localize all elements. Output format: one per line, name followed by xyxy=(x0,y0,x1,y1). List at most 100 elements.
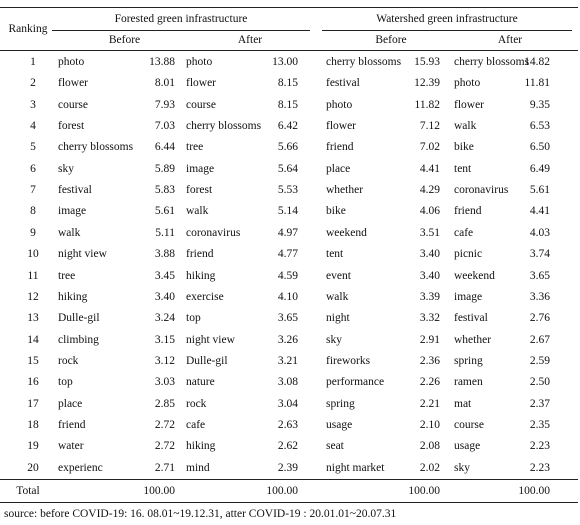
frequency: 4.10 xyxy=(277,290,298,303)
keyword: picnic xyxy=(454,248,483,261)
frequency: 3.24 xyxy=(154,312,175,325)
keyword: climbing xyxy=(58,333,99,346)
keyword: Dulle-gil xyxy=(58,312,100,325)
frequency: 8.01 xyxy=(154,77,175,90)
keyword: flower xyxy=(326,120,357,133)
rank: 5 xyxy=(30,141,36,154)
rank: 13 xyxy=(27,312,39,325)
rank: 7 xyxy=(30,184,36,197)
frequency: 4.77 xyxy=(277,248,298,261)
group-header: Forested green infrastructure xyxy=(114,13,248,25)
keyword: hiking xyxy=(186,269,216,282)
keyword: festival xyxy=(58,184,92,197)
frequency: 2.71 xyxy=(154,461,175,474)
frequency: 7.93 xyxy=(154,98,175,111)
frequency: 8.15 xyxy=(277,77,298,90)
keyword: photo xyxy=(454,77,481,90)
ranking-header: Ranking xyxy=(8,23,48,35)
frequency: 5.61 xyxy=(154,205,175,218)
keyword: walk xyxy=(454,120,477,133)
keyword: photo xyxy=(186,56,213,68)
keyword: water xyxy=(58,440,84,453)
frequency: 2.10 xyxy=(419,418,440,431)
frequency: 9.35 xyxy=(529,98,550,111)
total-value: 100.00 xyxy=(143,485,175,497)
frequency: 2.39 xyxy=(277,461,298,474)
frequency: 3.65 xyxy=(529,269,550,282)
keyword: rock xyxy=(58,354,79,367)
keyword: cafe xyxy=(454,226,474,239)
keyword: fireworks xyxy=(326,354,371,367)
frequency: 5.64 xyxy=(277,162,298,175)
keyword: friend xyxy=(454,205,482,218)
frequency: 6.50 xyxy=(529,141,550,154)
keyword: walk xyxy=(58,226,81,239)
frequency: 13.00 xyxy=(272,56,298,68)
frequency: 6.42 xyxy=(277,120,298,133)
rank: 15 xyxy=(27,354,39,367)
frequency: 2.85 xyxy=(154,397,175,410)
keyword: usage xyxy=(326,418,353,431)
keyword: cherry blossoms xyxy=(186,120,262,133)
keyword: friend xyxy=(326,141,354,154)
rank: 14 xyxy=(27,333,39,346)
frequency: 11.81 xyxy=(524,77,550,90)
frequency: 2.62 xyxy=(277,440,298,453)
keyword: course xyxy=(58,98,89,111)
frequency: 3.74 xyxy=(529,248,550,261)
column-header: Before xyxy=(375,34,407,46)
frequency: 15.93 xyxy=(414,56,440,68)
keyword: friend xyxy=(58,418,86,431)
frequency: 2.26 xyxy=(419,376,440,389)
keyword: flower xyxy=(186,77,217,90)
keyword: photo xyxy=(58,56,85,68)
keyword: whether xyxy=(454,333,492,346)
frequency: 2.63 xyxy=(277,418,298,431)
frequency: 5.61 xyxy=(529,184,550,197)
keyword: night market xyxy=(326,461,385,474)
keyword: friend xyxy=(186,248,214,261)
total-value: 100.00 xyxy=(518,485,550,497)
keyword: course xyxy=(454,418,485,431)
frequency: 12.39 xyxy=(414,77,440,90)
frequency: 11.82 xyxy=(414,98,440,111)
frequency: 14.82 xyxy=(524,56,550,68)
keyword: tent xyxy=(326,248,344,261)
frequency: 5.11 xyxy=(155,226,175,239)
keyword: usage xyxy=(454,440,481,453)
total-value: 100.00 xyxy=(266,485,298,497)
keyword: spring xyxy=(326,397,355,410)
keyword: rock xyxy=(186,397,207,410)
keyword: bike xyxy=(454,141,474,154)
frequency: 6.44 xyxy=(154,141,175,154)
frequency: 8.15 xyxy=(277,98,298,111)
keyword: forest xyxy=(58,120,85,133)
rank: 20 xyxy=(27,461,39,474)
keyword: ramen xyxy=(454,376,483,389)
rank: 6 xyxy=(30,162,36,175)
frequency: 4.29 xyxy=(419,184,440,197)
frequency: 2.23 xyxy=(529,461,550,474)
frequency: 3.04 xyxy=(277,397,298,410)
rank: 10 xyxy=(27,248,39,261)
frequency: 3.26 xyxy=(277,333,298,346)
rule xyxy=(0,502,578,503)
rank: 19 xyxy=(27,440,39,453)
frequency: 3.32 xyxy=(419,312,440,325)
frequency: 2.23 xyxy=(529,440,550,453)
rank: 8 xyxy=(30,205,36,218)
frequency: 3.39 xyxy=(419,290,440,303)
frequency: 5.53 xyxy=(277,184,298,197)
column-header: Before xyxy=(108,34,141,46)
frequency: 2.36 xyxy=(419,354,440,367)
keyword: tree xyxy=(186,141,204,154)
rank: 11 xyxy=(27,269,39,282)
keyword: festival xyxy=(454,312,488,325)
keyword: flower xyxy=(454,98,485,111)
keyword: top xyxy=(186,312,201,325)
keyword: Dulle-gil xyxy=(186,354,228,367)
frequency: 4.06 xyxy=(419,205,440,218)
frequency: 2.35 xyxy=(529,418,550,431)
source-note: source: before COVID-19: 16. 08.01~19.12… xyxy=(4,508,397,520)
